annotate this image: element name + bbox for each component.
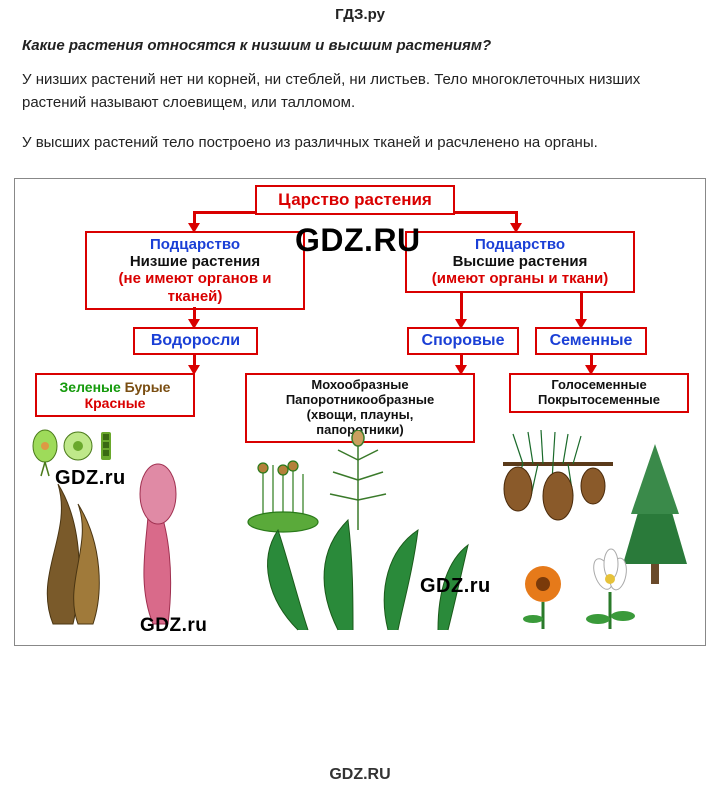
watermark-3: GDZ.ru (140, 615, 207, 637)
site-title: ГДЗ.ру (0, 0, 720, 37)
algae-label: Водоросли (151, 332, 240, 349)
paragraph-1: У низших растений нет ни корней, ни стеб… (0, 68, 720, 131)
algae-brown: Бурые (125, 379, 171, 395)
box-spore: Споровые (407, 327, 519, 355)
question-text: Какие растения относятся к низшим и высш… (0, 37, 720, 68)
low-note1: (не имеют органов и (93, 270, 297, 287)
high-name: Высшие растения (413, 253, 627, 270)
moss-l1: Мохообразные (253, 378, 467, 393)
box-algae: Водоросли (133, 327, 258, 355)
box-high-plants: Подцарство Высшие растения (имеют органы… (405, 231, 635, 293)
paragraph-2: У высших растений тело построено из разл… (0, 131, 720, 170)
watermark-4: GDZ.ru (420, 575, 491, 598)
moss-l3: (хвощи, плауны, (253, 408, 467, 423)
moss-l2: Папоротникообразные (253, 393, 467, 408)
algae-red: Красные (85, 395, 146, 411)
moss-illustration (238, 430, 478, 640)
low-name: Низшие растения (93, 253, 297, 270)
gym-l1: Голосеменные (517, 378, 681, 393)
plant-illustrations (23, 424, 697, 639)
box-algae-types: Зеленые Бурые Красные (35, 373, 195, 417)
algae-illustration (23, 424, 223, 634)
box-low-plants: Подцарство Низшие растения (не имеют орг… (85, 231, 305, 310)
seed-label: Семенные (550, 332, 633, 349)
box-kingdom: Царство растения (255, 185, 455, 215)
high-sub: Подцарство (413, 236, 627, 253)
watermark-footer: GDZ.RU (0, 766, 720, 784)
high-note: (имеют органы и ткани) (413, 270, 627, 287)
gym-l2: Покрытосеменные (517, 393, 681, 408)
box-seed: Семенные (535, 327, 647, 355)
watermark-top: GDZ.RU (295, 222, 421, 259)
seed-illustration (483, 424, 698, 634)
watermark-2: GDZ.ru (55, 467, 126, 490)
spore-label: Споровые (422, 332, 505, 349)
low-note2: тканей) (93, 288, 297, 305)
algae-green: Зеленые (60, 379, 121, 395)
box-gym: Голосеменные Покрытосеменные (509, 373, 689, 413)
low-sub: Подцарство (93, 236, 297, 253)
kingdom-label: Царство растения (278, 190, 432, 209)
